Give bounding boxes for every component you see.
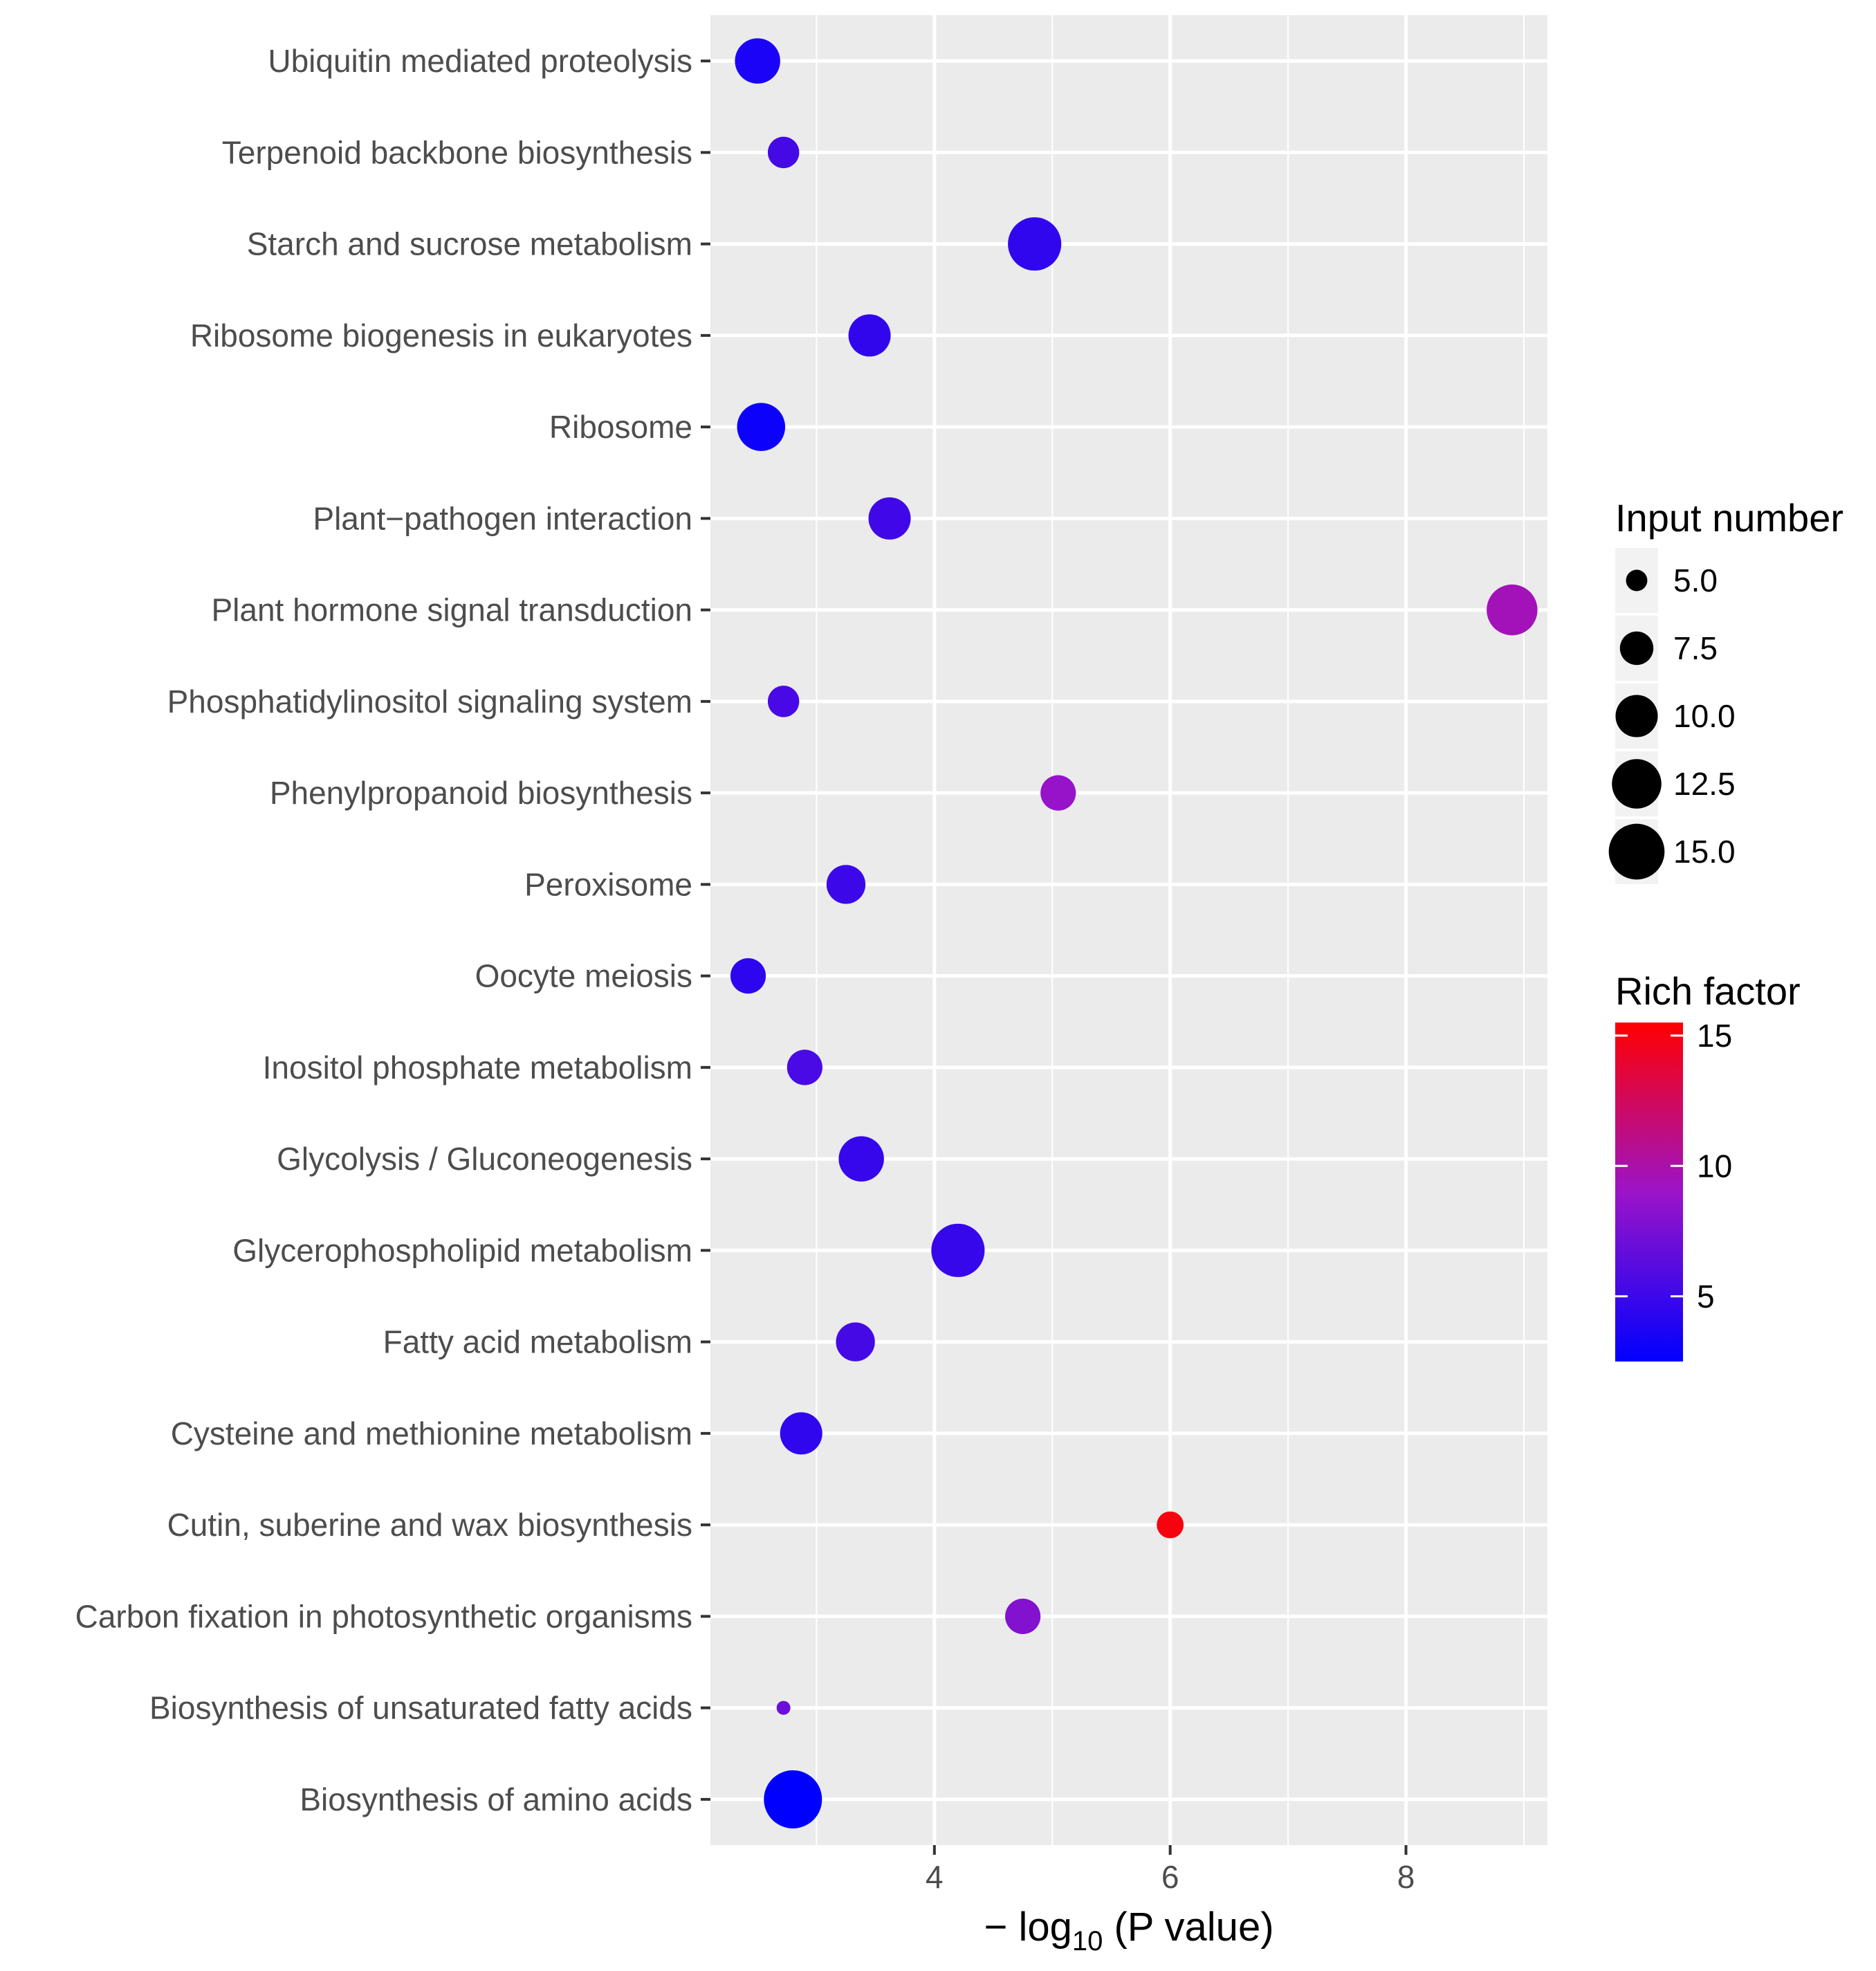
minor-gridlines bbox=[816, 15, 1525, 1845]
major-gridlines bbox=[710, 15, 1547, 1845]
y-tick-label: Cysteine and methionine metabolism bbox=[171, 1415, 692, 1451]
y-tick-label: Inositol phosphate metabolism bbox=[263, 1049, 692, 1085]
x-axis-title-prefix: − log bbox=[984, 1905, 1072, 1950]
data-point bbox=[1040, 775, 1076, 811]
y-tick-label: Phenylpropanoid biosynthesis bbox=[270, 775, 692, 811]
size-legend-label: 10.0 bbox=[1673, 698, 1736, 734]
data-point bbox=[836, 1322, 875, 1362]
x-tick-label: 6 bbox=[1161, 1859, 1179, 1895]
data-point bbox=[735, 38, 780, 84]
size-legend-dot bbox=[1612, 759, 1662, 809]
y-tick-label: Plant hormone signal transduction bbox=[211, 592, 692, 628]
data-point bbox=[1005, 1598, 1041, 1634]
data-point bbox=[838, 1136, 884, 1182]
size-legend-label: 5.0 bbox=[1673, 562, 1718, 598]
color-legend-title: Rich factor bbox=[1615, 969, 1801, 1013]
data-points bbox=[730, 38, 1538, 1828]
data-point bbox=[787, 1049, 822, 1085]
y-tick-label: Peroxisome bbox=[524, 866, 692, 902]
y-tick-label: Glycerophospholipid metabolism bbox=[232, 1232, 692, 1268]
size-legend-label: 15.0 bbox=[1673, 834, 1736, 870]
plot-panel bbox=[710, 15, 1547, 1845]
data-point bbox=[1157, 1511, 1184, 1539]
y-tick-label: Ribosome biogenesis in eukaryotes bbox=[190, 318, 692, 354]
size-legend-dot bbox=[1615, 695, 1658, 737]
y-tick-label: Biosynthesis of amino acids bbox=[300, 1781, 692, 1817]
y-tick-label: Fatty acid metabolism bbox=[383, 1324, 692, 1360]
color-legend-tick-label: 15 bbox=[1697, 1018, 1732, 1054]
data-point bbox=[767, 136, 800, 169]
x-axis-title-subscript: 10 bbox=[1072, 1926, 1103, 1956]
data-point bbox=[767, 686, 800, 717]
data-point bbox=[848, 314, 891, 357]
size-legend-dot bbox=[1626, 569, 1648, 592]
y-tick-label: Biosynthesis of unsaturated fatty acids bbox=[149, 1690, 692, 1726]
panel-background bbox=[710, 15, 1547, 1845]
x-tick-label: 8 bbox=[1397, 1859, 1415, 1895]
x-tick-label: 4 bbox=[926, 1859, 944, 1895]
size-legend-dot bbox=[1619, 631, 1654, 666]
data-point bbox=[1008, 217, 1062, 271]
y-tick-label: Cutin, suberine and wax biosynthesis bbox=[167, 1507, 692, 1543]
y-tick-label: Phosphatidylinositol signaling system bbox=[167, 684, 692, 719]
y-tick-label: Carbon fixation in photosynthetic organi… bbox=[75, 1598, 692, 1634]
data-point bbox=[730, 958, 766, 994]
y-tick-label: Plant−pathogen interaction bbox=[313, 500, 692, 536]
size-legend-dot bbox=[1608, 823, 1665, 880]
x-axis-title-suffix: (P value) bbox=[1103, 1905, 1273, 1950]
y-tick-label: Starch and sucrose metabolism bbox=[247, 226, 692, 262]
data-point bbox=[780, 1412, 822, 1455]
size-legend: Input number 5.0 7.5 10.0 12.5 15.0 bbox=[1608, 496, 1843, 884]
data-point bbox=[764, 1770, 822, 1828]
size-legend-title: Input number bbox=[1615, 496, 1843, 540]
y-axis: Ubiquitin mediated proteolysis Terpenoid … bbox=[75, 43, 710, 1817]
size-legend-keys: 5.0 7.5 10.0 12.5 15.0 bbox=[1608, 548, 1736, 884]
y-tick-label: Ribosome bbox=[549, 409, 692, 445]
data-point bbox=[931, 1223, 985, 1277]
color-legend-tick-label: 10 bbox=[1697, 1148, 1732, 1184]
color-legend-tick-label: 5 bbox=[1697, 1278, 1715, 1314]
y-tick-label: Oocyte meiosis bbox=[475, 958, 692, 994]
y-tick-label: Terpenoid backbone biosynthesis bbox=[222, 134, 692, 170]
color-legend-ticks: 5 10 15 bbox=[1615, 1018, 1732, 1314]
data-point bbox=[776, 1700, 791, 1715]
size-legend-label: 12.5 bbox=[1673, 766, 1736, 802]
y-tick-label: Ubiquitin mediated proteolysis bbox=[268, 43, 692, 79]
x-axis: 4 6 8 bbox=[926, 1845, 1415, 1895]
data-point bbox=[1487, 584, 1538, 636]
color-legend: Rich factor 5 10 15 bbox=[1615, 969, 1801, 1362]
color-bar bbox=[1615, 1023, 1683, 1362]
data-point bbox=[826, 865, 866, 904]
data-point bbox=[737, 403, 786, 451]
size-legend-label: 7.5 bbox=[1673, 630, 1718, 666]
x-axis-title: − log10 (P value) bbox=[984, 1905, 1273, 1956]
y-tick-label: Glycolysis / Gluconeogenesis bbox=[277, 1141, 692, 1177]
data-point bbox=[868, 497, 911, 540]
